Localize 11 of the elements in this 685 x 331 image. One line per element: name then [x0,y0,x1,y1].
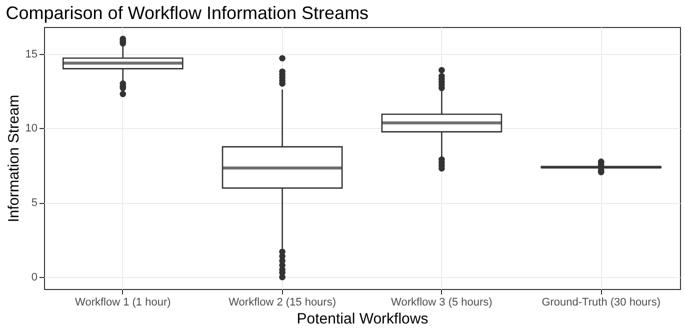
y-tick-label: 5 [31,197,38,210]
y-tick-label: 15 [25,48,38,60]
y-tick-label: 0 [31,272,38,284]
x-tick-label: Workflow 2 (15 hours) [228,296,336,308]
x-tick-label: Workflow 3 (5 hours) [391,296,492,308]
x-tick-label: Workflow 1 (1 hour) [75,296,171,308]
y-axis-title: Information Stream [5,94,22,222]
x-axis-title: Potential Workflows [296,310,428,328]
y-tick-label: 10 [25,122,38,135]
x-tick-label: Ground-Truth (30 hours) [542,296,661,308]
chart-title: Comparison of Workflow Information Streams [6,3,369,23]
